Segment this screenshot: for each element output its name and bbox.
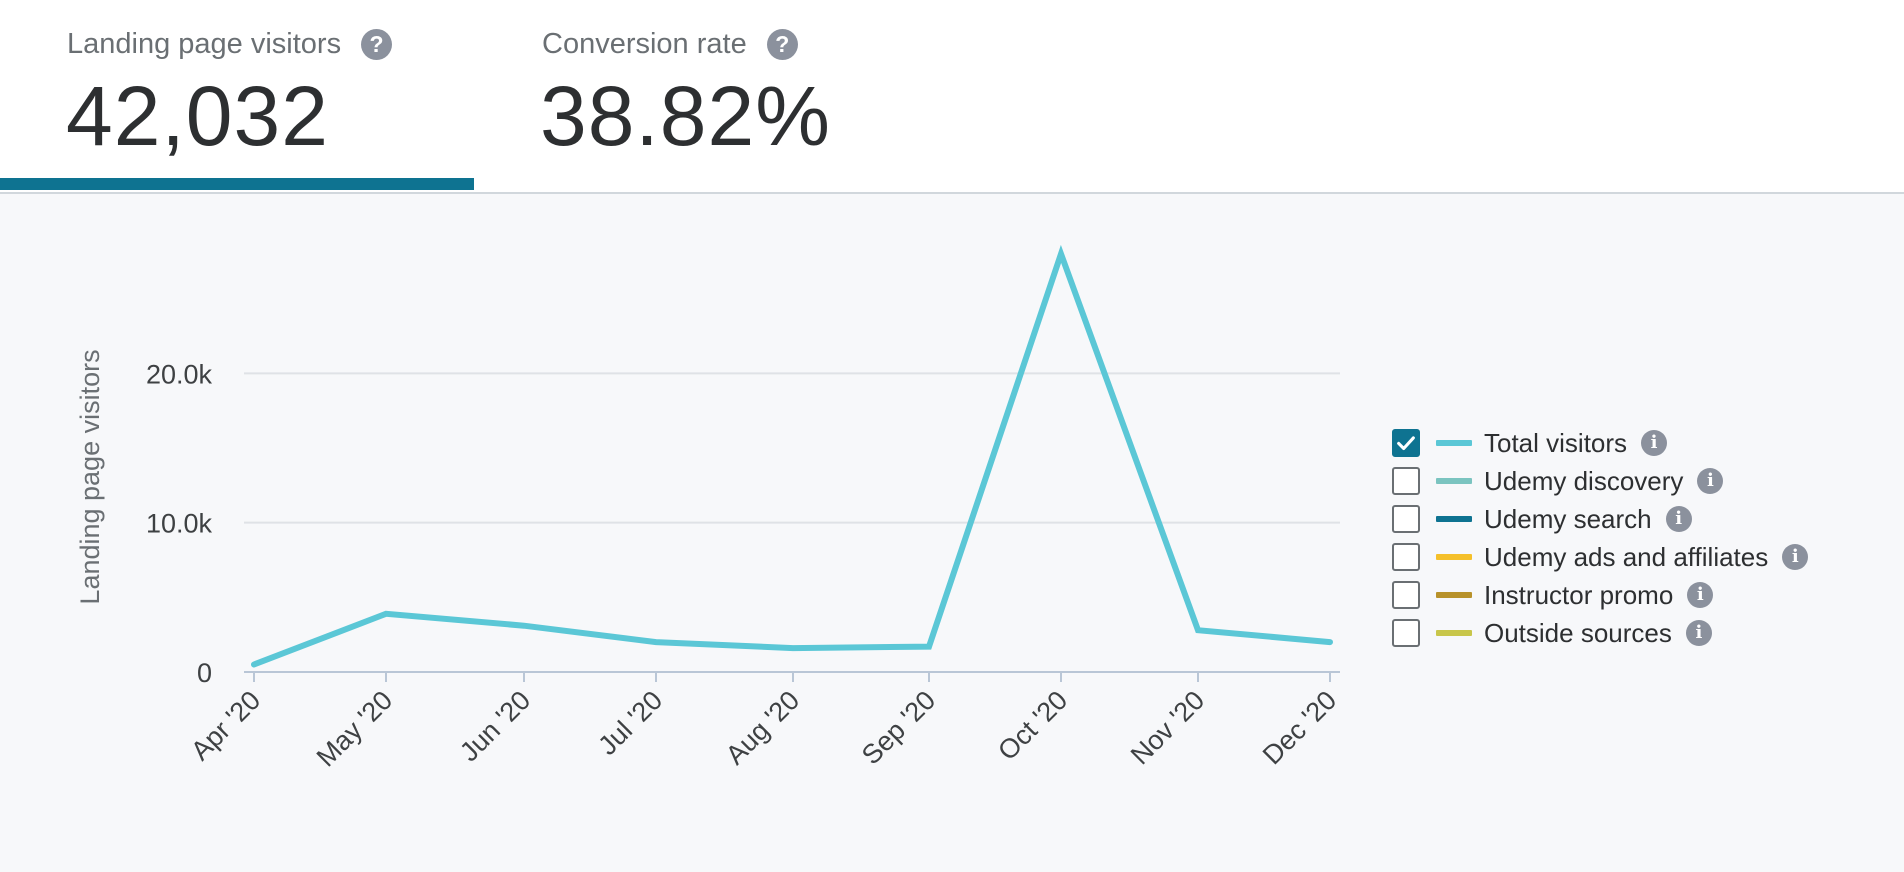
x-tick-label: Nov '20 — [1125, 685, 1210, 770]
legend-label: Instructor promo — [1484, 579, 1674, 610]
y-tick-label: 20.0k — [146, 359, 213, 389]
line-chart: 0 10.0k 20.0k Apr '20 May '20 Jun '20 Jul '20 A… — [75, 244, 1342, 773]
y-tick-label: 0 — [197, 658, 212, 688]
info-icon[interactable]: i — [1685, 620, 1712, 646]
legend-label: Total visitors — [1484, 427, 1628, 458]
chart-legend: Total visitors i Udemy discovery i Udemy… — [1392, 424, 1809, 652]
x-tick-label: Apr '20 — [185, 685, 266, 766]
checkmark-icon — [1397, 436, 1415, 451]
metric-tab-conversion-rate[interactable]: Conversion rate ? 38.82% — [474, 0, 874, 192]
metrics-header: Landing page visitors ? 42,032 Conversio… — [0, 0, 1904, 194]
legend-swatch — [1436, 516, 1472, 522]
info-icon[interactable]: i — [1782, 544, 1809, 570]
checkbox[interactable] — [1392, 505, 1420, 533]
question-circle-icon[interactable]: ? — [361, 29, 393, 60]
x-tick-label: Oct '20 — [992, 685, 1073, 766]
info-icon[interactable]: i — [1641, 430, 1668, 456]
active-tab-indicator — [0, 178, 474, 190]
metric-label-text: Landing page visitors — [67, 28, 342, 60]
legend-swatch — [1436, 592, 1472, 598]
legend-item-udemy-discovery[interactable]: Udemy discovery i — [1392, 462, 1808, 500]
question-circle-icon[interactable]: ? — [766, 29, 798, 60]
series-line-total-visitors — [251, 244, 1333, 668]
legend-label: Outside sources — [1484, 617, 1672, 648]
x-tick-label: Dec '20 — [1257, 685, 1342, 770]
checkbox[interactable] — [1392, 543, 1420, 571]
info-icon[interactable]: i — [1697, 468, 1724, 494]
legend-label: Udemy search — [1484, 503, 1652, 534]
metric-label: Conversion rate ? — [542, 28, 798, 61]
x-tick-label: Aug '20 — [720, 685, 805, 770]
legend-swatch — [1436, 440, 1472, 446]
checkbox[interactable] — [1392, 619, 1420, 647]
metric-label: Landing page visitors ? — [67, 28, 393, 61]
legend-swatch — [1436, 478, 1472, 484]
metric-value: 42,032 — [66, 69, 329, 163]
legend-label: Udemy discovery — [1484, 465, 1684, 496]
legend-item-udemy-ads-and-affiliates[interactable]: Udemy ads and affiliates i — [1392, 538, 1809, 576]
legend-item-instructor-promo[interactable]: Instructor promo i — [1392, 576, 1808, 614]
checkbox[interactable] — [1392, 467, 1420, 495]
legend-swatch — [1436, 630, 1472, 636]
x-tick-label: Sep '20 — [856, 685, 941, 770]
x-tick-label: May '20 — [311, 685, 398, 772]
metric-tab-landing-page-visitors[interactable]: Landing page visitors ? 42,032 — [0, 0, 474, 192]
y-axis-label: Landing page visitors — [75, 349, 105, 604]
checkbox[interactable] — [1392, 581, 1420, 609]
y-tick-label: 10.0k — [146, 509, 213, 539]
legend-item-outside-sources[interactable]: Outside sources i — [1392, 614, 1808, 652]
info-icon[interactable]: i — [1687, 582, 1714, 608]
legend-item-udemy-search[interactable]: Udemy search i — [1392, 500, 1808, 538]
legend-swatch — [1436, 554, 1472, 560]
metric-label-text: Conversion rate — [542, 28, 747, 60]
checkbox[interactable] — [1392, 429, 1420, 457]
legend-label: Udemy ads and affiliates — [1484, 541, 1769, 572]
legend-item-total-visitors[interactable]: Total visitors i — [1392, 424, 1808, 462]
info-icon[interactable]: i — [1665, 506, 1692, 532]
x-tick-label: Jul '20 — [592, 685, 668, 761]
x-tick-label: Jun '20 — [454, 685, 536, 767]
metric-value: 38.82% — [540, 69, 831, 163]
